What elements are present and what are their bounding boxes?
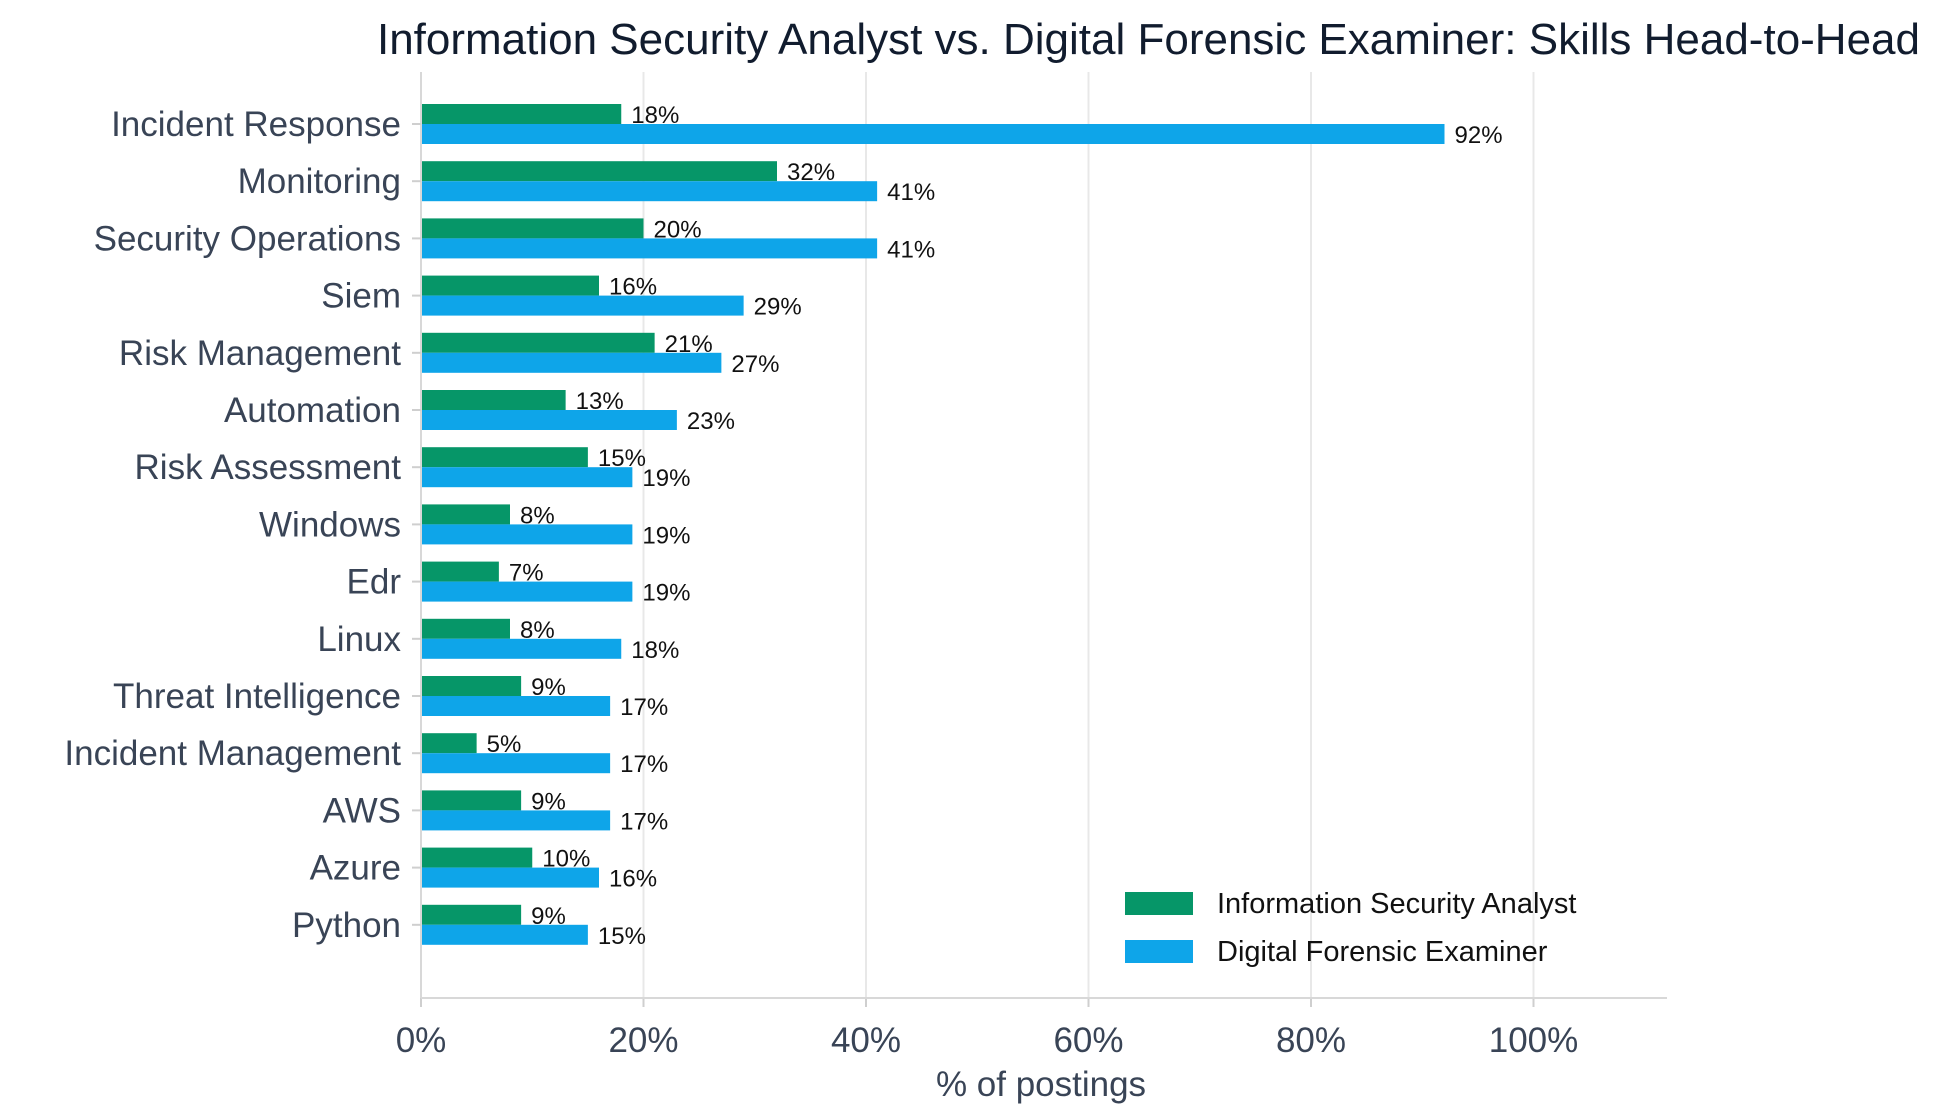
bar-information-security-analyst <box>421 618 510 639</box>
x-tick-label: 20% <box>608 1021 678 1060</box>
data-label: 15% <box>598 445 646 472</box>
bar-information-security-analyst <box>421 218 644 239</box>
x-tick-label: 80% <box>1276 1021 1346 1060</box>
data-label: 18% <box>631 637 679 664</box>
bar-information-security-analyst <box>421 847 533 868</box>
bar-digital-forensic-examiner <box>421 352 722 373</box>
bar-digital-forensic-examiner <box>421 124 1445 144</box>
category-label: Automation <box>224 391 401 430</box>
category-label: Siem <box>321 277 401 316</box>
data-label: 17% <box>620 751 668 778</box>
bar-information-security-analyst <box>421 561 499 582</box>
chart-title: Information Security Analyst vs. Digital… <box>377 15 1920 64</box>
category-label: Threat Intelligence <box>113 677 401 716</box>
data-label: 7% <box>509 560 544 587</box>
data-label: 8% <box>520 502 555 529</box>
bar-information-security-analyst <box>421 104 622 124</box>
bar-information-security-analyst <box>421 275 599 296</box>
category-label: Risk Management <box>119 334 401 373</box>
bar-digital-forensic-examiner <box>421 238 878 259</box>
data-label: 9% <box>531 788 566 815</box>
bar-information-security-analyst <box>421 447 588 468</box>
bar-information-security-analyst <box>421 390 566 410</box>
bar-information-security-analyst <box>421 332 655 353</box>
x-tick-label: 0% <box>396 1021 447 1060</box>
bar-digital-forensic-examiner <box>421 753 611 774</box>
bar-information-security-analyst <box>421 504 510 525</box>
category-label: Monitoring <box>238 162 401 201</box>
data-label: 16% <box>609 274 657 301</box>
bar-digital-forensic-examiner <box>421 810 611 831</box>
data-label: 15% <box>598 923 646 950</box>
data-label: 23% <box>687 408 735 435</box>
data-label: 19% <box>642 522 690 549</box>
data-label: 16% <box>609 866 657 893</box>
category-label: Security Operations <box>94 219 401 258</box>
category-label: Risk Assessment <box>135 448 402 487</box>
legend-label: Information Security Analyst <box>1217 888 1576 920</box>
data-label: 41% <box>887 179 935 206</box>
bar-information-security-analyst <box>421 790 522 811</box>
bar-information-security-analyst <box>421 676 522 696</box>
data-label: 19% <box>642 580 690 607</box>
legend-swatch <box>1125 940 1193 963</box>
data-label: 8% <box>520 617 555 644</box>
bar-digital-forensic-examiner <box>421 581 633 602</box>
bar-digital-forensic-examiner <box>421 181 878 202</box>
data-labels: 18%92%32%41%20%41%16%29%21%27%13%23%15%1… <box>487 102 1503 950</box>
x-tick-label: 60% <box>1053 1021 1123 1060</box>
bar-information-security-analyst <box>421 904 522 925</box>
data-label: 5% <box>487 731 522 758</box>
data-label: 19% <box>642 465 690 492</box>
axes: 0% 20% 40% 60% 80% 100% Incident Response Monit… <box>64 72 1667 1060</box>
legend: Information Security Analyst Digital Fore… <box>1125 888 1576 968</box>
legend-swatch <box>1125 892 1193 915</box>
bar-digital-forensic-examiner <box>421 410 677 430</box>
x-tick-label: 100% <box>1489 1021 1579 1060</box>
legend-label: Digital Forensic Examiner <box>1217 936 1548 968</box>
category-label: Linux <box>317 620 401 659</box>
data-label: 10% <box>542 846 590 873</box>
x-tick-label: 40% <box>831 1021 901 1060</box>
data-label: 17% <box>620 694 668 721</box>
grid-lines <box>642 72 1535 998</box>
bar-digital-forensic-examiner <box>421 867 599 888</box>
bar-digital-forensic-examiner <box>421 295 744 316</box>
data-label: 41% <box>887 236 935 263</box>
data-label: 9% <box>531 903 566 930</box>
data-label: 17% <box>620 808 668 835</box>
bars <box>421 104 1445 945</box>
x-axis-label: % of postings <box>936 1065 1146 1104</box>
data-label: 9% <box>531 674 566 701</box>
bar-information-security-analyst <box>421 733 477 754</box>
bar-digital-forensic-examiner <box>421 696 611 716</box>
data-label: 20% <box>654 216 702 243</box>
data-label: 32% <box>787 159 835 186</box>
data-label: 29% <box>754 294 802 321</box>
data-label: 27% <box>731 351 779 378</box>
bar-information-security-analyst <box>421 161 777 182</box>
category-label: Incident Management <box>64 734 401 773</box>
data-label: 92% <box>1455 122 1503 149</box>
data-label: 21% <box>665 331 713 358</box>
data-label: 18% <box>631 102 679 129</box>
category-label: Azure <box>310 849 401 888</box>
data-label: 13% <box>576 388 624 415</box>
bar-digital-forensic-examiner <box>421 524 633 545</box>
category-label: Incident Response <box>111 105 401 144</box>
category-label: Python <box>292 906 401 945</box>
category-label: Windows <box>259 505 401 544</box>
category-label: AWS <box>323 791 401 830</box>
bar-digital-forensic-examiner <box>421 467 633 488</box>
category-label: Edr <box>347 563 402 602</box>
bar-digital-forensic-examiner <box>421 924 588 945</box>
bar-digital-forensic-examiner <box>421 638 622 659</box>
